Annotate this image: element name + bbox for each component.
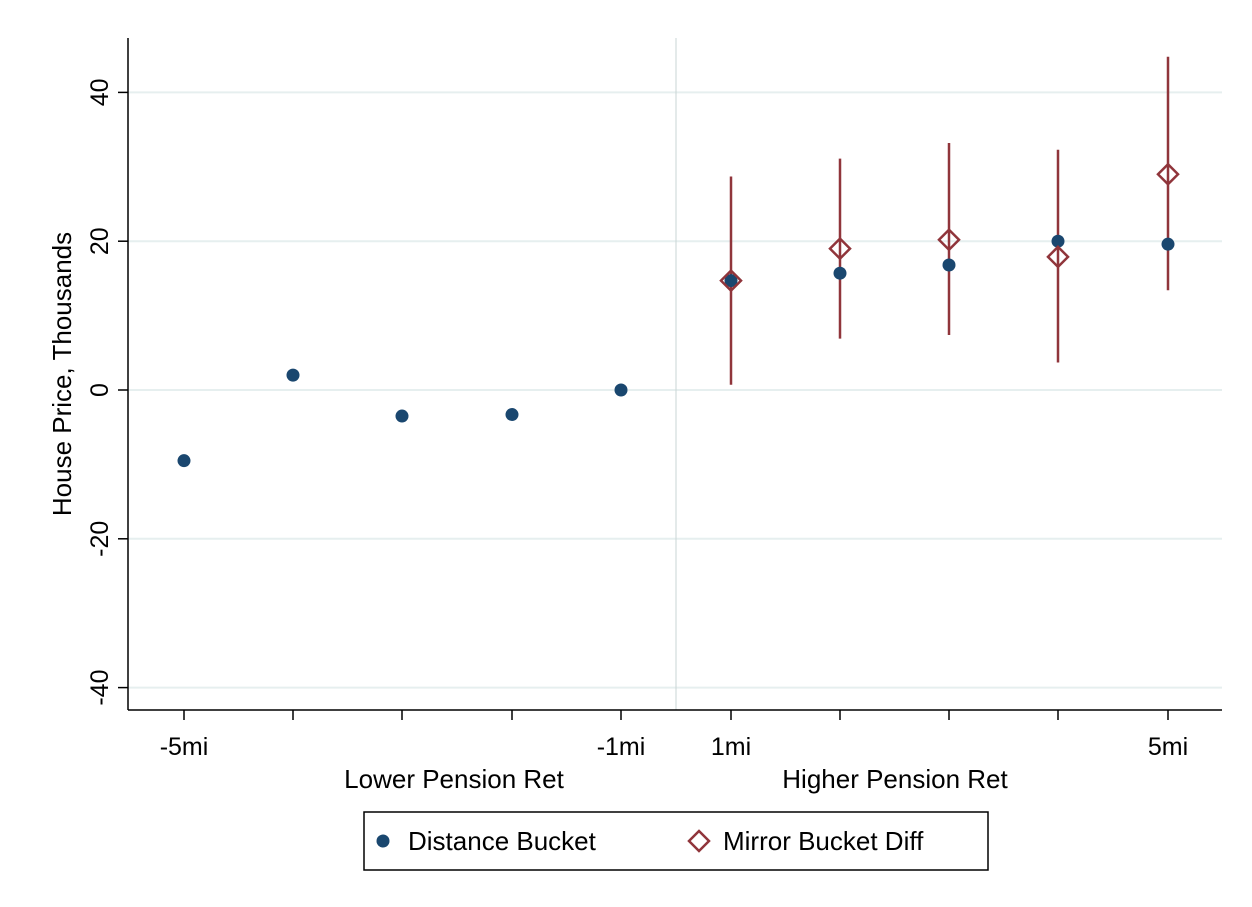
distance-bucket-point: [1161, 237, 1175, 251]
x-tick-label: -5mi: [160, 733, 209, 761]
distance-bucket-point: [177, 454, 191, 468]
distance-bucket-point: [1051, 234, 1065, 248]
legend: Distance Bucket Mirror Bucket Diff: [363, 811, 989, 871]
mirror-bucket-diff-point: [1046, 245, 1070, 269]
x-axis-ticks: -5mi -1mi 1mi 5mi: [160, 710, 1188, 761]
x-tick-label: 5mi: [1148, 733, 1188, 761]
distance-bucket-point: [286, 368, 300, 382]
axes: [127, 38, 1222, 711]
distance-bucket-point: [724, 274, 738, 288]
y-tick-label: -20: [86, 521, 114, 557]
y-axis-title: House Price, Thousands: [47, 232, 77, 516]
legend-box: [363, 811, 989, 871]
legend-marker-mirror-bucket-diff: [687, 829, 711, 853]
distance-bucket-point: [942, 258, 956, 272]
x-tick-label: 1mi: [711, 733, 751, 761]
y-tick-label: -40: [86, 670, 114, 706]
y-axis-ticks: -40 -20 0 20 40: [86, 78, 128, 706]
data-points: [177, 162, 1180, 468]
distance-bucket-point: [833, 266, 847, 280]
y-tick-label: 0: [86, 383, 114, 397]
group-label-lower: Lower Pension Ret: [344, 764, 564, 794]
mirror-bucket-diff-point: [1156, 162, 1180, 187]
confidence-intervals: [729, 56, 1170, 385]
mirror-bucket-diff-point: [828, 236, 852, 261]
legend-label-mirror-bucket-diff: Mirror Bucket Diff: [723, 826, 924, 856]
y-tick-label: 40: [86, 78, 114, 106]
x-tick-label: -1mi: [597, 733, 646, 761]
gridlines: [128, 91, 1222, 689]
legend-label-distance-bucket: Distance Bucket: [408, 826, 597, 856]
mirror-bucket-diff-point: [719, 268, 743, 293]
legend-marker-distance-bucket: [376, 834, 390, 848]
y-tick-label: 20: [86, 227, 114, 255]
distance-bucket-point: [614, 383, 628, 397]
distance-bucket-point: [395, 409, 409, 423]
mirror-bucket-diff-point: [937, 227, 961, 252]
distance-bucket-point: [505, 408, 519, 422]
group-label-higher: Higher Pension Ret: [782, 764, 1008, 794]
